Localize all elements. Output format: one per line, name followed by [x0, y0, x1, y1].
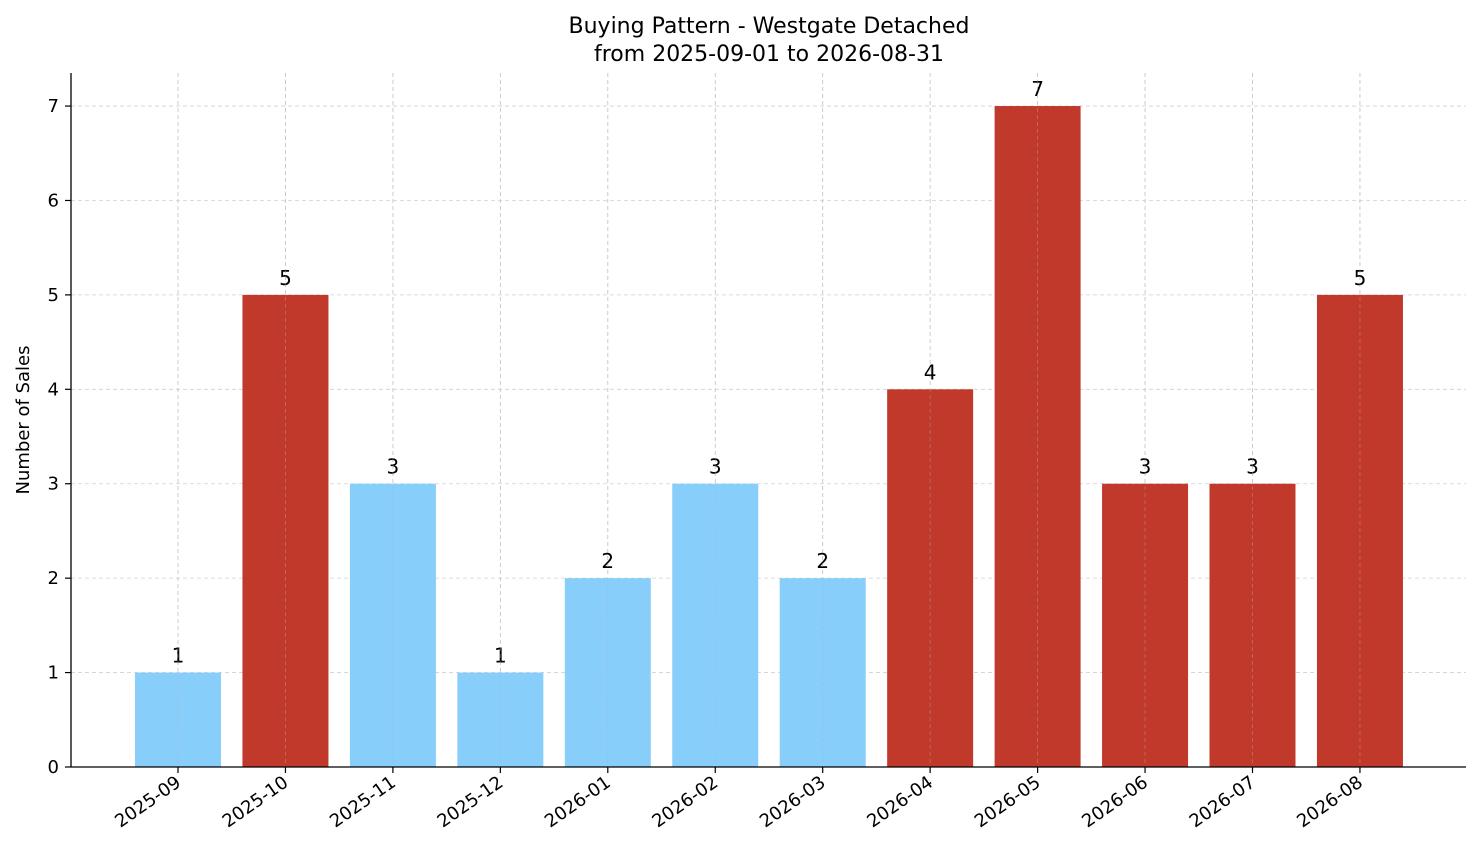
bar-2025-12 [457, 672, 544, 767]
data-label-2026-07: 3 [1246, 455, 1259, 479]
bar-2025-09 [135, 672, 221, 767]
y-ticks-group: 0 1 2 3 4 5 6 7 [48, 96, 71, 778]
x-tick-label-2026-07: 2026-07 [1186, 772, 1260, 832]
bar-2026-05 [994, 106, 1081, 768]
chart-title: Buying Pattern - Westgate Detached [569, 14, 970, 39]
y-tick-label-7: 7 [48, 96, 59, 117]
bar-2026-02 [672, 483, 759, 767]
data-label-2026-06: 3 [1139, 455, 1152, 479]
bar-2026-08 [1316, 294, 1403, 767]
y-tick-label-0: 0 [48, 757, 59, 778]
data-label-2026-05: 7 [1031, 77, 1044, 101]
x-tick-label-2025-10: 2025-10 [219, 772, 293, 832]
data-label-2026-08: 5 [1354, 266, 1367, 290]
x-tick-label-2026-05: 2026-05 [971, 772, 1045, 832]
bar-2026-04 [887, 389, 974, 767]
data-label-2025-10: 5 [279, 266, 292, 290]
data-label-2025-09: 1 [172, 644, 185, 668]
data-label-2026-04: 4 [924, 360, 937, 384]
data-label-2026-02: 3 [709, 455, 722, 479]
y-tick-label-3: 3 [48, 474, 59, 495]
chart-subtitle: from 2025-09-01 to 2026-08-31 [594, 42, 944, 67]
y-axis-label: Number of Sales [13, 345, 34, 494]
x-tick-label-2025-09: 2025-09 [111, 772, 185, 832]
bar-2026-03 [779, 578, 866, 767]
x-tick-label-2025-12: 2025-12 [434, 772, 508, 832]
x-tick-label-2025-11: 2025-11 [326, 772, 400, 832]
x-tick-label-2026-03: 2026-03 [756, 772, 830, 832]
data-label-2025-11: 3 [387, 455, 400, 479]
y-tick-label-2: 2 [48, 568, 59, 589]
y-tick-label-4: 4 [48, 379, 59, 400]
x-ticks-group: 2025-09 2025-10 2025-11 2025-12 2026-01 2026-… [111, 767, 1367, 832]
bar-2026-01 [564, 578, 651, 767]
axes-group [70, 73, 1466, 768]
bar-2026-07 [1209, 483, 1296, 767]
bar-2025-11 [349, 483, 436, 767]
data-label-2026-01: 2 [601, 549, 614, 573]
bars-group [135, 106, 1403, 768]
y-tick-label-1: 1 [48, 663, 59, 684]
x-tick-label-2026-06: 2026-06 [1078, 772, 1152, 832]
bar-2025-10 [242, 294, 329, 767]
bar-2026-06 [1102, 483, 1189, 767]
y-tick-label-6: 6 [48, 190, 59, 211]
x-tick-label-2026-02: 2026-02 [648, 772, 722, 832]
data-label-2026-03: 2 [816, 549, 829, 573]
x-tick-label-2026-04: 2026-04 [863, 772, 937, 832]
data-labels-group: 1 5 3 1 2 3 2 4 7 3 3 5 [172, 73, 1367, 767]
data-label-2025-12: 1 [494, 644, 507, 668]
y-tick-label-5: 5 [48, 285, 59, 306]
x-tick-label-2026-08: 2026-08 [1293, 772, 1367, 832]
x-tick-label-2026-01: 2026-01 [541, 772, 615, 832]
